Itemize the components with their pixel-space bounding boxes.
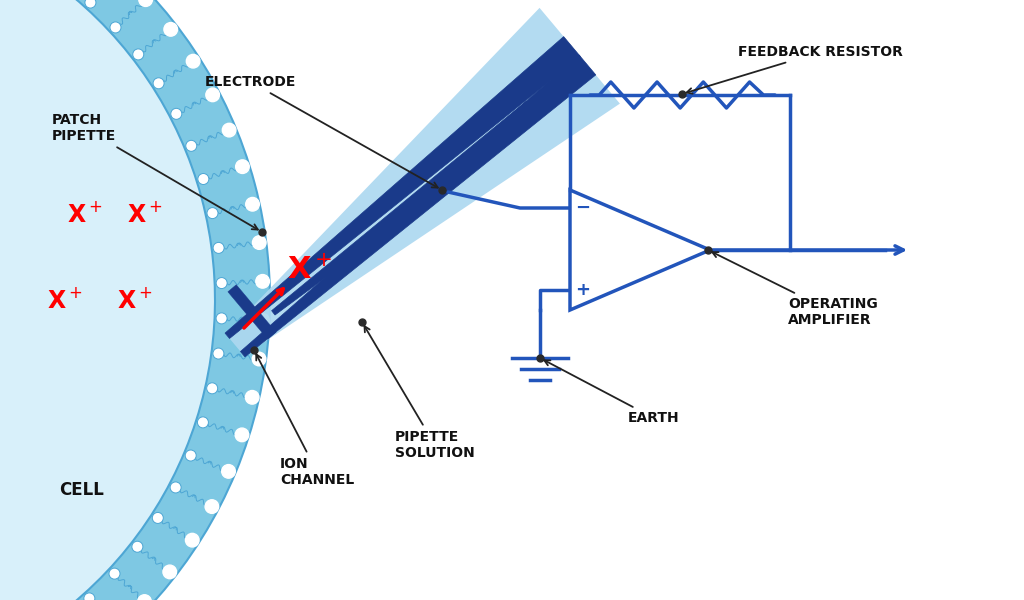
Wedge shape	[0, 0, 215, 600]
Text: PATCH
PIPETTE: PATCH PIPETTE	[52, 113, 258, 230]
Circle shape	[170, 482, 181, 493]
Polygon shape	[228, 285, 257, 316]
Polygon shape	[225, 37, 581, 338]
Circle shape	[253, 236, 266, 250]
Circle shape	[246, 391, 259, 404]
Circle shape	[163, 565, 176, 578]
Text: ELECTRODE: ELECTRODE	[205, 75, 438, 188]
Circle shape	[185, 450, 197, 461]
Polygon shape	[226, 8, 620, 356]
Circle shape	[164, 23, 177, 36]
Circle shape	[205, 500, 219, 514]
Polygon shape	[271, 101, 540, 315]
Circle shape	[216, 278, 227, 289]
Circle shape	[222, 464, 236, 478]
Circle shape	[139, 0, 153, 7]
Text: PIPETTE
SOLUTION: PIPETTE SOLUTION	[365, 326, 475, 460]
Circle shape	[110, 22, 121, 33]
Text: OPERATING
AMPLIFIER: OPERATING AMPLIFIER	[713, 252, 878, 327]
Text: $\mathbf{X}^+$: $\mathbf{X}^+$	[127, 202, 163, 227]
Circle shape	[85, 0, 96, 8]
Circle shape	[207, 383, 218, 394]
Circle shape	[133, 49, 143, 60]
Circle shape	[246, 197, 259, 211]
Circle shape	[153, 78, 164, 89]
Circle shape	[185, 533, 199, 547]
Text: CELL: CELL	[59, 481, 104, 499]
Polygon shape	[570, 190, 710, 310]
Text: FEEDBACK RESISTOR: FEEDBACK RESISTOR	[686, 45, 903, 94]
Circle shape	[198, 417, 209, 428]
Text: +: +	[575, 281, 591, 299]
Circle shape	[132, 541, 143, 552]
Polygon shape	[241, 55, 596, 357]
Circle shape	[198, 173, 209, 185]
Polygon shape	[247, 308, 276, 339]
Circle shape	[256, 275, 269, 288]
Circle shape	[213, 348, 224, 359]
Text: ION
CHANNEL: ION CHANNEL	[256, 354, 354, 487]
Circle shape	[236, 160, 249, 173]
Circle shape	[222, 124, 236, 137]
Text: $\mathbf{X}^+$: $\mathbf{X}^+$	[68, 202, 102, 227]
Text: $\mathbf{X}^+$: $\mathbf{X}^+$	[287, 256, 333, 284]
Text: $\mathbf{X}^+$: $\mathbf{X}^+$	[47, 287, 83, 313]
Circle shape	[138, 595, 152, 600]
Circle shape	[256, 313, 269, 327]
Circle shape	[207, 208, 218, 218]
Wedge shape	[0, 0, 270, 600]
Circle shape	[252, 352, 266, 366]
Circle shape	[186, 55, 200, 68]
Circle shape	[213, 242, 224, 253]
Circle shape	[109, 568, 120, 579]
Circle shape	[216, 313, 227, 324]
Circle shape	[206, 88, 219, 101]
Text: EARTH: EARTH	[544, 360, 680, 425]
Circle shape	[84, 593, 95, 600]
Text: −: −	[575, 199, 591, 217]
Circle shape	[185, 140, 197, 151]
Circle shape	[153, 512, 163, 523]
Circle shape	[171, 109, 182, 119]
Circle shape	[236, 428, 249, 442]
Text: $\mathbf{X}^+$: $\mathbf{X}^+$	[117, 287, 153, 313]
